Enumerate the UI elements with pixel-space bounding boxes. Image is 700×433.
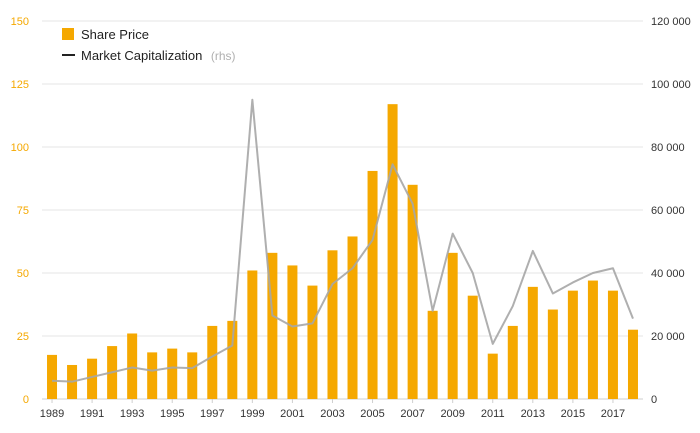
legend-label-share-price: Share Price: [81, 27, 149, 42]
right-tick-label: 40 000: [651, 268, 685, 280]
share-price-bar: [607, 290, 618, 399]
share-price-bar: [207, 325, 218, 399]
left-tick-label: 0: [23, 394, 29, 406]
share-price-bar: [247, 270, 258, 399]
right-tick-label: 0: [651, 394, 657, 406]
x-tick-label: 1995: [160, 408, 184, 420]
share-price-bar: [347, 236, 358, 399]
share-price-bar: [567, 290, 578, 399]
share-price-bar: [47, 354, 58, 399]
share-price-bar: [187, 352, 198, 399]
left-tick-label: 50: [17, 268, 29, 280]
share-price-bar: [487, 353, 498, 399]
share-price-bar: [267, 252, 278, 399]
x-axis: 1989 1991 1993 1995 1997 1999 2001 2003 2005 2007…: [40, 399, 625, 420]
right-axis: 0 20 000 40 000 60 000 80 000 100 000 120 000: [651, 16, 691, 406]
x-tick-label: 2009: [440, 408, 464, 420]
gridlines: [42, 20, 643, 400]
x-tick-label: 1997: [200, 408, 224, 420]
share-price-bars: [47, 104, 638, 399]
legend-label-market-cap: Market Capitalization: [81, 48, 202, 63]
share-price-bar: [547, 309, 558, 399]
share-price-bar: [507, 325, 518, 399]
x-tick-label: 2003: [320, 408, 344, 420]
legend-label-market-cap-row: Market Capitalization (rhs): [81, 47, 236, 64]
left-axis: 0 25 50 75 100 125 150: [11, 16, 29, 406]
x-tick-label: 2013: [521, 408, 545, 420]
share-price-bar: [467, 295, 478, 399]
share-price-bar: [227, 320, 238, 399]
left-tick-label: 125: [11, 79, 29, 91]
legend-swatch-share-price: [62, 28, 74, 40]
left-tick-label: 100: [11, 142, 29, 154]
x-tick-label: 2001: [280, 408, 304, 420]
share-price-bar: [147, 352, 158, 399]
right-tick-label: 20 000: [651, 331, 685, 343]
x-tick-label: 2005: [360, 408, 384, 420]
market-cap-line: [51, 98, 634, 383]
share-price-bar: [167, 348, 178, 399]
right-tick-label: 120 000: [651, 16, 691, 28]
right-tick-label: 100 000: [651, 79, 691, 91]
share-price-bar: [367, 170, 378, 399]
x-tick-label: 1991: [80, 408, 104, 420]
x-tick-label: 2011: [481, 408, 505, 420]
share-price-bar: [527, 286, 538, 399]
share-price-bar: [447, 252, 458, 399]
x-tick-label: 2017: [601, 408, 625, 420]
x-tick-label: 2007: [400, 408, 424, 420]
share-price-bar: [127, 333, 138, 399]
left-tick-label: 150: [11, 16, 29, 28]
x-tick-label: 2015: [561, 408, 585, 420]
share-price-bar: [587, 280, 598, 399]
left-tick-label: 75: [17, 205, 29, 217]
share-price-bar: [407, 184, 418, 399]
share-price-bar: [327, 250, 338, 399]
x-tick-label: 1989: [40, 408, 64, 420]
market-cap-line-layer: [51, 98, 634, 383]
legend-note-rhs: (rhs): [211, 49, 236, 63]
x-tick-label: 1999: [240, 408, 264, 420]
share-price-bar: [87, 358, 98, 399]
right-tick-label: 80 000: [651, 142, 685, 154]
right-tick-label: 60 000: [651, 205, 685, 217]
share-price-bar: [287, 265, 298, 399]
share-price-bar: [427, 310, 438, 399]
x-tick-label: 1993: [120, 408, 144, 420]
left-tick-label: 25: [17, 331, 29, 343]
share-price-bar: [627, 329, 638, 399]
share-price-bar: [387, 104, 398, 399]
share-price-bar: [307, 285, 318, 399]
legend: Share Price Market Capitalization (rhs): [62, 27, 236, 64]
